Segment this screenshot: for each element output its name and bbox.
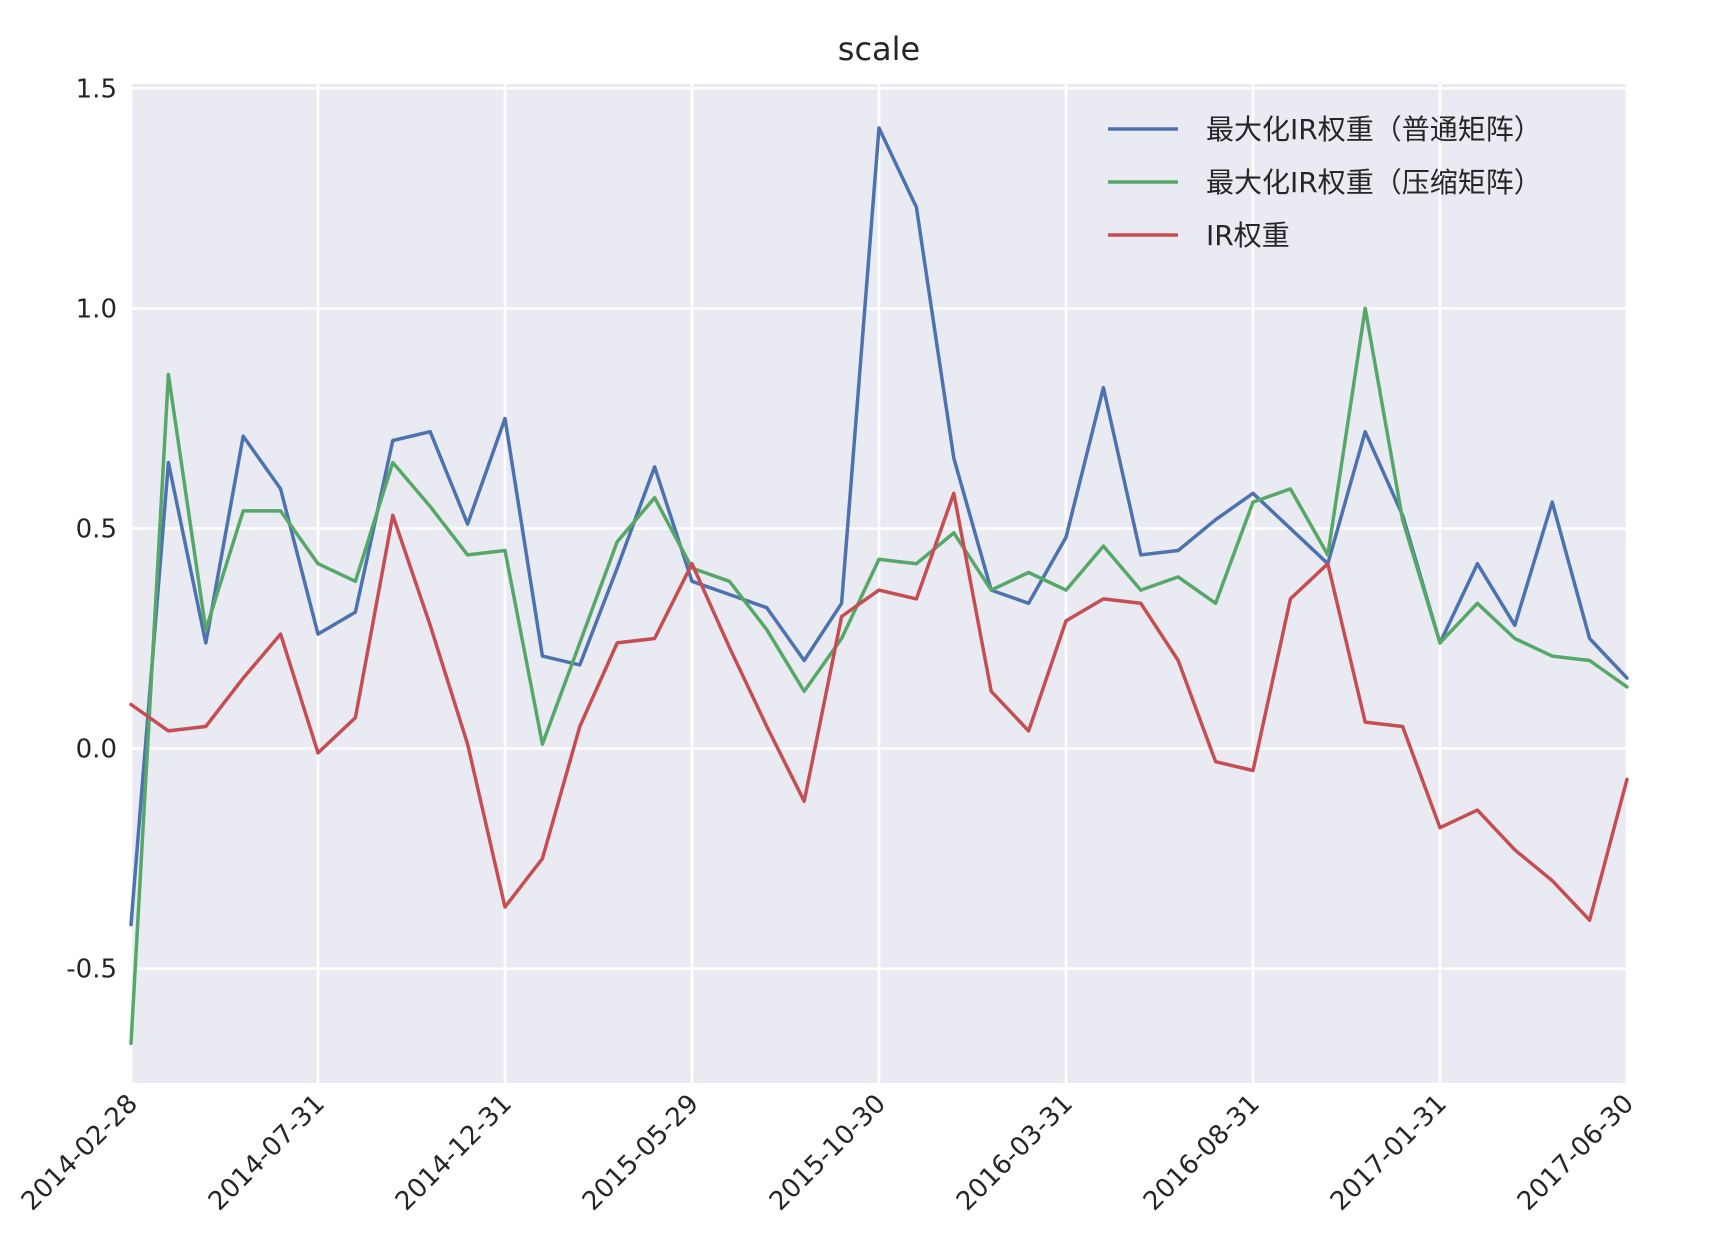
x-tick-label: 2017-01-31 — [1325, 1089, 1453, 1217]
series-line-2 — [129, 306, 1629, 1046]
x-axis-ticks: 2014-02-28 2014-07-31 2014-12-31 2015-05-29… — [16, 1089, 1640, 1217]
x-tick-label: 2014-12-31 — [390, 1089, 518, 1217]
x-tick-label: 2016-08-31 — [1138, 1089, 1266, 1217]
x-tick-label: 2015-10-30 — [764, 1089, 892, 1217]
y-axis-ticks: -0.5 0.0 0.5 1.0 1.5 — [66, 74, 117, 984]
legend: 最大化IR权重（普通矩阵） 最大化IR权重（压缩矩阵） IR权重 — [1108, 113, 1542, 252]
y-tick-label: 0.5 — [76, 514, 117, 544]
y-tick-label: 1.5 — [76, 74, 117, 104]
x-tick-label: 2017-06-30 — [1512, 1089, 1640, 1217]
legend-label-2: 最大化IR权重（压缩矩阵） — [1206, 166, 1542, 199]
y-tick-label: -0.5 — [66, 955, 117, 985]
y-tick-label: 1.0 — [76, 294, 117, 324]
x-tick-label: 2015-05-29 — [577, 1089, 705, 1217]
chart-title: scale — [838, 30, 920, 68]
x-tick-label: 2014-02-28 — [16, 1089, 144, 1217]
series-lines — [129, 126, 1629, 1046]
gridlines — [129, 84, 1629, 1083]
y-tick-label: 0.0 — [76, 735, 117, 765]
legend-label-1: 最大化IR权重（普通矩阵） — [1206, 113, 1542, 146]
legend-label-3: IR权重 — [1206, 219, 1290, 252]
x-tick-label: 2016-03-31 — [951, 1089, 1079, 1217]
series-line-3 — [129, 491, 1629, 922]
x-tick-label: 2014-07-31 — [203, 1089, 331, 1217]
